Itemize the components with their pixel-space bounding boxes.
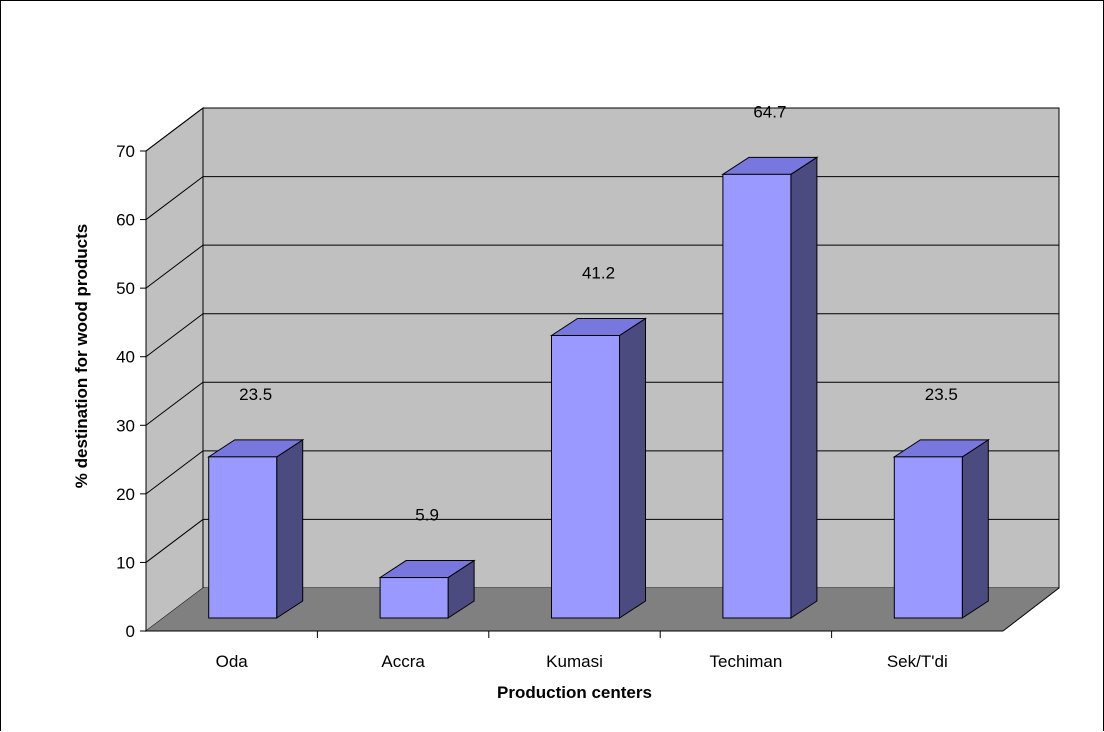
y-tick-label: 50 — [116, 279, 135, 298]
data-label: 5.9 — [415, 506, 439, 525]
bar — [721, 156, 819, 619]
side-wall — [145, 106, 204, 633]
bar — [892, 438, 990, 619]
bar — [378, 559, 476, 619]
x-axis-title: Production centers — [497, 683, 652, 702]
y-tick-label: 60 — [116, 211, 135, 230]
category-label: Techiman — [710, 652, 783, 671]
category-label: Oda — [216, 652, 249, 671]
bar-side — [276, 438, 304, 619]
y-tick-label: 20 — [116, 485, 135, 504]
bar-front — [208, 456, 278, 619]
data-label: 23.5 — [239, 385, 272, 404]
y-tick-label: 0 — [126, 622, 135, 641]
bar-side — [619, 317, 646, 619]
data-label: 41.2 — [582, 263, 615, 282]
labels: 23.5 Oda 5.9 Accra 41.2 Kumasi 64.7 Techiman 23.… — [116, 102, 958, 671]
bars — [207, 156, 990, 619]
category-label: Sek/T'di — [887, 652, 948, 671]
bar — [207, 438, 305, 619]
y-tick-label: 40 — [116, 348, 135, 367]
floor-edge — [1002, 587, 1060, 632]
category-label: Accra — [381, 652, 425, 671]
y-tick-label: 30 — [116, 416, 135, 435]
gridline — [145, 107, 1059, 152]
data-label: 23.5 — [925, 385, 958, 404]
bar-side — [961, 438, 989, 619]
y-axis-title: % destination for wood products — [72, 224, 91, 488]
y-tick-label: 10 — [116, 553, 135, 572]
category-label: Kumasi — [546, 652, 603, 671]
y-tick-label: 70 — [116, 142, 135, 161]
bar-front — [893, 456, 963, 619]
bar-front — [551, 334, 620, 619]
bar-side — [790, 156, 818, 619]
bar-front — [379, 577, 449, 619]
axes — [140, 150, 1003, 638]
data-label: 64.7 — [753, 102, 786, 121]
bar — [549, 317, 648, 619]
bar-front — [722, 173, 792, 619]
